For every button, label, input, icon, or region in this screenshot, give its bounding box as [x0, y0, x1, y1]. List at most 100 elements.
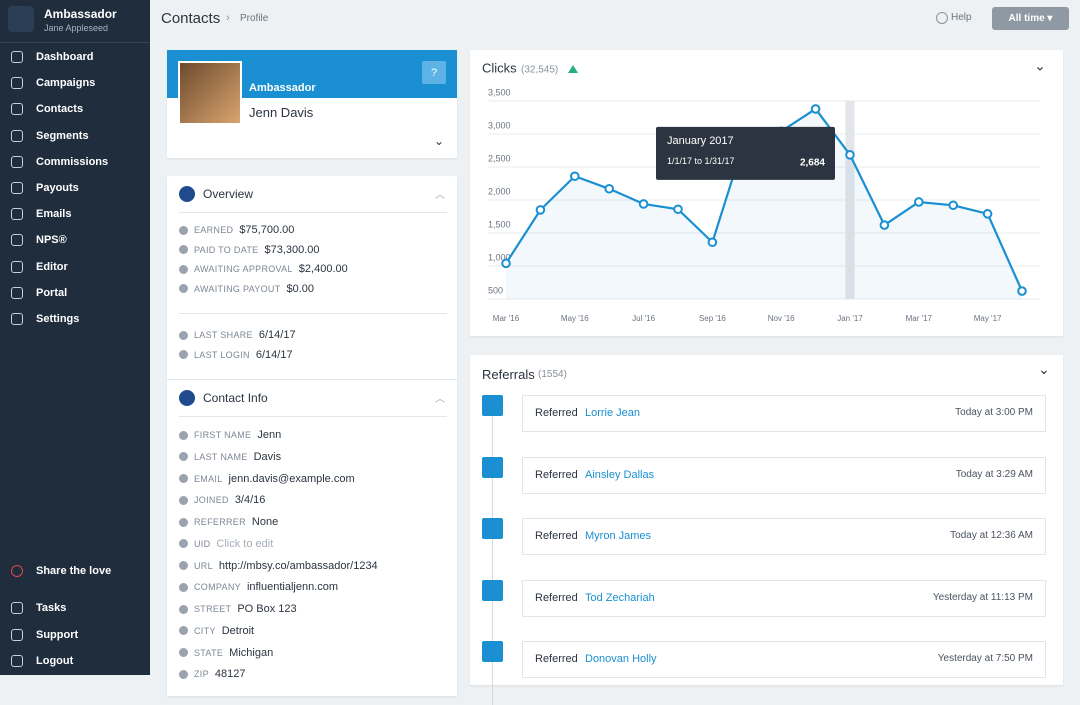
nav-item[interactable]: NPS® [36, 234, 67, 247]
collapse-chevron: ⌄ [1034, 58, 1046, 74]
referral-time: Yesterday at 7:50 PM [937, 653, 1033, 664]
nav-icon [11, 182, 23, 194]
field-row: UID Click to edit [179, 538, 273, 550]
point [570, 171, 580, 182]
nav-item[interactable]: Campaigns [36, 77, 96, 90]
referrals-card: Referrals (1554) ⌄ Referred Lorrie Jean Today… [470, 355, 1063, 705]
y-tick-label: 3,000 [488, 120, 511, 130]
collapse-chevron[interactable]: ⌄ [1038, 361, 1050, 377]
referral-icon [482, 579, 503, 601]
trend-arrow [568, 65, 578, 73]
referral-time: Today at 3:00 PM [955, 407, 1033, 418]
field-row: EMAIL jenn.davis@example.com [179, 473, 355, 485]
nav-icon [11, 260, 23, 273]
nav-item[interactable]: Contacts [36, 103, 84, 116]
field-label: EMAIL [194, 473, 223, 484]
nav-icon [11, 208, 23, 221]
nav-item[interactable]: Tasks [36, 602, 67, 614]
y-tick-label: 2,500 [488, 153, 511, 163]
field-label: AWAITING APPROVAL [194, 264, 293, 275]
nav-item[interactable]: Emails [36, 208, 72, 221]
x-tick-label: Sep '16 [699, 314, 726, 323]
section-icon [179, 186, 195, 202]
field-row: CITY Detroit [179, 625, 254, 637]
details-card: Overview ︿ EARNED $75,700.00 PAID TO DATE $73… [167, 176, 457, 696]
referral-action: Referred [535, 407, 578, 419]
referral-row[interactable]: Referred Tod Zechariah Yesterday at 11:13 … [522, 579, 1046, 617]
point [879, 220, 890, 230]
field-row: AWAITING APPROVAL $2,400.00 [179, 263, 348, 275]
referral-time: Today at 12:36 AM [950, 530, 1033, 541]
section-title: Overview [203, 187, 254, 201]
collapse-chevron[interactable]: ︿ [435, 190, 445, 201]
referral-action: Referred [535, 591, 578, 604]
point [914, 197, 924, 207]
nav-icon [11, 602, 23, 614]
section-icon [179, 390, 195, 406]
field-icon [179, 582, 188, 592]
nav-item[interactable]: Share the love [36, 565, 112, 577]
point [948, 200, 959, 211]
point [707, 237, 718, 248]
field-icon [179, 648, 188, 657]
referral-row[interactable]: Referred Ainsley Dallas Today at 3:29 AM [522, 456, 1046, 494]
field-row: REFERRER None [179, 516, 278, 528]
nav-item[interactable]: Commissions [36, 155, 109, 168]
point [810, 104, 821, 114]
help-icon [936, 12, 948, 24]
nav-item[interactable]: Editor [36, 260, 68, 273]
nav-item[interactable]: Segments [36, 129, 89, 142]
help-link[interactable]: Help [951, 12, 972, 23]
nav-item[interactable]: Payouts [36, 182, 79, 194]
nav-icon [11, 51, 23, 63]
expand-chevron[interactable]: ⌄ [434, 134, 445, 148]
section-header: Contact Info [179, 390, 268, 406]
field-value[interactable]: Click to edit [216, 537, 274, 550]
tooltip-subtitle: 1/1/17 to 1/31/17 [667, 156, 735, 166]
range-button[interactable]: All time ▾ [992, 7, 1069, 30]
field-value: 48127 [214, 668, 246, 681]
avatar [178, 61, 242, 125]
nav-icon [11, 103, 23, 116]
nav-item[interactable]: Logout [36, 655, 74, 667]
field-row: EARNED $75,700.00 [179, 224, 294, 236]
tooltip-value: 2,684 [800, 157, 825, 168]
referral-name[interactable]: Tod Zechariah [585, 591, 655, 604]
breadcrumb-current[interactable]: Contacts [161, 10, 221, 27]
collapse-chevron[interactable]: ︿ [435, 394, 445, 405]
nav-item[interactable]: Support [36, 629, 79, 641]
referral-row[interactable]: Referred Myron James Today at 12:36 AM [522, 518, 1046, 555]
referral-row[interactable]: Referred Lorrie Jean Today at 3:00 PM [522, 395, 1046, 432]
timeline [492, 405, 493, 705]
field-label: PAID TO DATE [194, 244, 259, 255]
referral-name[interactable]: Donovan Holly [585, 653, 657, 665]
sidebar: Ambassador Jane Appleseed Dashboard Campa… [0, 0, 150, 675]
help-button[interactable]: ? [422, 61, 446, 84]
point [501, 258, 511, 269]
section-title: Contact Info [203, 391, 268, 405]
nav-item[interactable]: Dashboard [36, 51, 94, 63]
field-label: AWAITING PAYOUT [194, 283, 281, 294]
field-icon [179, 561, 188, 570]
field-icon [179, 669, 188, 679]
nav-item[interactable]: Settings [36, 313, 80, 325]
nav-item[interactable]: Portal [36, 286, 68, 299]
field-icon [179, 350, 188, 360]
tooltip [656, 126, 835, 180]
highlight-band [845, 101, 855, 299]
field-row: JOINED 3/4/16 [179, 494, 265, 506]
divider [167, 379, 457, 380]
x-tick-label: May '16 [561, 314, 589, 323]
referral-name[interactable]: Lorrie Jean [585, 407, 641, 419]
nav-icon [11, 629, 23, 641]
point [673, 204, 683, 215]
field-label: LAST LOGIN [194, 349, 250, 360]
referral-name[interactable]: Myron James [585, 530, 652, 542]
referral-name[interactable]: Ainsley Dallas [585, 468, 655, 481]
referral-icon [482, 456, 503, 478]
field-value: jenn.davis@example.com [228, 472, 355, 485]
referral-row[interactable]: Referred Donovan Holly Yesterday at 7:50 P… [522, 641, 1046, 678]
point [1017, 286, 1027, 296]
field-icon [179, 330, 188, 340]
field-value: $75,700.00 [239, 224, 295, 236]
